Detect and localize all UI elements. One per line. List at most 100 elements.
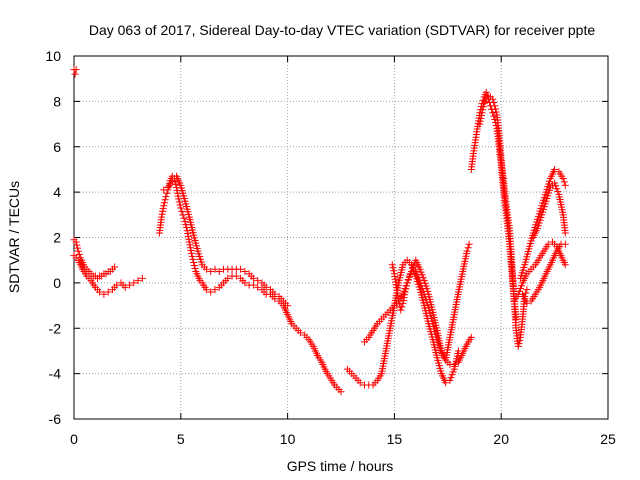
data-point — [356, 379, 364, 387]
series-arc3 — [70, 252, 146, 298]
data-point — [211, 265, 219, 273]
data-point — [190, 261, 198, 269]
data-point — [492, 105, 500, 113]
data-point — [190, 258, 198, 266]
data-point — [412, 268, 420, 276]
data-point — [414, 273, 422, 281]
data-point — [178, 207, 186, 215]
data-point — [74, 244, 82, 252]
data-point — [165, 183, 173, 191]
data-point — [211, 286, 219, 294]
data-point — [189, 255, 197, 263]
data-point — [202, 286, 210, 294]
data-point — [479, 103, 487, 111]
data-point — [419, 274, 427, 282]
data-point — [492, 108, 500, 116]
data-point — [71, 70, 79, 78]
data-point — [162, 193, 170, 201]
data-point — [479, 106, 487, 114]
data-point — [121, 283, 129, 291]
y-tick-label: 6 — [53, 139, 61, 155]
data-point — [96, 288, 104, 296]
data-point — [490, 112, 498, 120]
data-point — [176, 201, 184, 209]
data-point — [72, 238, 80, 246]
data-point — [395, 297, 403, 305]
data-point — [448, 371, 456, 379]
data-point — [389, 264, 397, 272]
data-point — [159, 205, 167, 213]
data-point — [551, 165, 559, 173]
data-point — [188, 252, 196, 260]
data-point — [74, 247, 82, 255]
data-point — [249, 281, 257, 289]
data-point — [241, 279, 249, 287]
data-point — [215, 268, 223, 276]
data-point — [337, 388, 345, 396]
data-point — [517, 282, 525, 290]
data-point — [175, 198, 183, 206]
data-point — [100, 290, 108, 298]
y-tick-label: -2 — [49, 320, 62, 336]
y-tick-label: 10 — [45, 48, 61, 64]
data-point — [403, 282, 411, 290]
data-point — [177, 204, 185, 212]
data-point — [463, 247, 471, 255]
data-point — [404, 275, 412, 283]
series-arc13 — [516, 165, 569, 282]
series-arc10 — [476, 93, 531, 350]
data-point — [482, 88, 490, 96]
data-point — [202, 265, 210, 273]
x-axis-ticks: 0 5 10 15 20 25 — [70, 56, 616, 447]
data-point — [553, 185, 561, 193]
data-point — [415, 276, 423, 284]
data-point — [467, 333, 475, 341]
data-point — [554, 188, 562, 196]
data-point — [523, 299, 531, 307]
data-point — [447, 374, 455, 382]
data-point — [207, 268, 215, 276]
data-point — [134, 277, 142, 285]
data-point — [515, 287, 523, 295]
data-point — [160, 199, 168, 207]
data-point — [232, 272, 240, 280]
y-tick-label: 2 — [53, 230, 61, 246]
data-point — [514, 342, 522, 350]
data-point — [544, 240, 552, 248]
data-point — [160, 202, 168, 210]
data-point — [72, 66, 80, 74]
data-point — [187, 249, 195, 257]
data-point — [399, 299, 407, 307]
data-point — [450, 361, 458, 369]
data-point — [138, 274, 146, 282]
data-point — [388, 261, 396, 269]
data-point — [207, 288, 215, 296]
y-tick-label: -6 — [49, 411, 62, 427]
data-point — [409, 265, 417, 273]
data-point — [241, 268, 249, 276]
data-point — [237, 265, 245, 273]
x-tick-label: 20 — [493, 431, 509, 447]
data-point — [180, 214, 188, 222]
data-point — [186, 241, 194, 249]
data-point — [561, 240, 569, 248]
data-point — [254, 283, 262, 291]
data-point — [159, 207, 167, 215]
data-point — [561, 229, 569, 237]
series-arc2 — [70, 236, 119, 282]
data-point — [561, 261, 569, 269]
data-point — [126, 281, 134, 289]
y-axis-label: SDTVAR / TECUs — [6, 181, 22, 293]
x-axis-label: GPS time / hours — [287, 458, 394, 474]
series-arc1 — [70, 66, 80, 78]
data-point — [552, 182, 560, 190]
data-point — [185, 238, 193, 246]
data-point — [559, 175, 567, 183]
data-point — [515, 339, 523, 347]
data-point — [249, 274, 257, 282]
data-point — [284, 302, 292, 310]
data-point — [271, 290, 279, 298]
series-arc9 — [467, 88, 520, 323]
data-point — [160, 186, 168, 194]
